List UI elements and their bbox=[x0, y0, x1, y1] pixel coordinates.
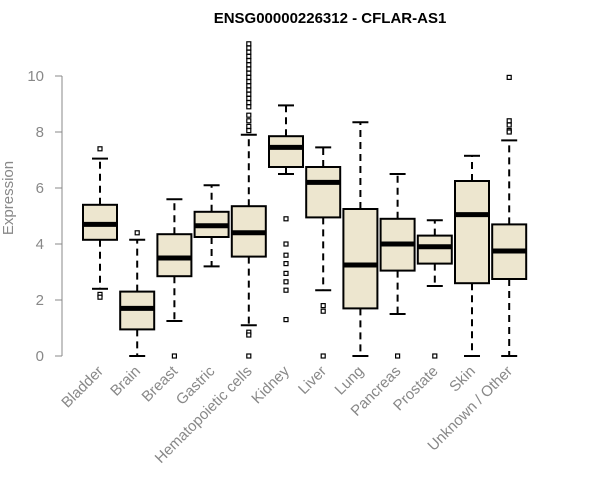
outlier-point bbox=[320, 353, 326, 359]
category-label: Bladder bbox=[58, 363, 107, 412]
box-iqr bbox=[305, 166, 342, 219]
y-axis-label: Expression bbox=[0, 161, 17, 235]
outlier-point bbox=[283, 270, 289, 276]
outlier-point bbox=[246, 53, 252, 60]
outlier-point bbox=[246, 62, 252, 68]
box-series bbox=[82, 41, 528, 359]
box-iqr bbox=[416, 234, 453, 265]
y-tick-label: 10 bbox=[27, 68, 44, 85]
outlier-point bbox=[171, 353, 177, 359]
outlier-point bbox=[246, 332, 252, 338]
outlier-point bbox=[134, 230, 140, 236]
y-tick-label: 4 bbox=[36, 236, 44, 253]
outlier-point bbox=[283, 252, 289, 258]
box-group bbox=[119, 230, 156, 357]
outlier-point bbox=[246, 353, 252, 359]
outlier-point bbox=[246, 95, 252, 102]
y-tick-label: 8 bbox=[36, 124, 44, 141]
outlier-point bbox=[506, 122, 512, 128]
category-label: Liver bbox=[295, 363, 330, 398]
outlier-point bbox=[506, 129, 512, 135]
category-label: Kidney bbox=[248, 362, 293, 407]
outlier-point bbox=[246, 91, 252, 97]
box-iqr bbox=[454, 180, 490, 285]
y-axis: 0 2 4 6 8 10 bbox=[27, 68, 63, 365]
outlier-point bbox=[283, 216, 289, 222]
category-label: Skin bbox=[446, 363, 479, 396]
box-group bbox=[342, 121, 379, 357]
box-group bbox=[416, 219, 453, 359]
outlier-point bbox=[97, 294, 103, 300]
outlier-point bbox=[97, 146, 103, 152]
box-group bbox=[305, 146, 342, 359]
outlier-point bbox=[283, 261, 289, 267]
outlier-point bbox=[246, 128, 252, 134]
outlier-point bbox=[246, 99, 252, 106]
outlier-point bbox=[320, 308, 326, 314]
outlier-point bbox=[246, 87, 252, 93]
outlier-point bbox=[246, 49, 252, 55]
box-group bbox=[491, 74, 528, 357]
outlier-point bbox=[246, 70, 252, 76]
box-group bbox=[230, 41, 267, 359]
y-tick-label: 0 bbox=[36, 348, 44, 365]
outlier-point bbox=[246, 83, 252, 89]
outlier-point bbox=[283, 241, 289, 247]
outlier-point bbox=[283, 287, 289, 293]
box-group bbox=[82, 146, 118, 300]
y-tick-label: 2 bbox=[36, 292, 44, 309]
outlier-point bbox=[246, 104, 252, 110]
box-group bbox=[193, 184, 230, 268]
outlier-point bbox=[283, 279, 289, 285]
box-iqr bbox=[156, 233, 193, 278]
outlier-point bbox=[320, 303, 326, 309]
outlier-point bbox=[283, 317, 289, 323]
box-iqr bbox=[268, 135, 304, 168]
outlier-point bbox=[432, 353, 438, 359]
outlier-point bbox=[246, 45, 252, 51]
box-group bbox=[454, 154, 490, 357]
outlier-point bbox=[506, 74, 512, 81]
outlier-point bbox=[246, 112, 252, 118]
chart-title: ENSG00000226312 - CFLAR-AS1 bbox=[214, 10, 447, 27]
box-group bbox=[379, 173, 416, 359]
outlier-point bbox=[506, 118, 512, 124]
outlier-point bbox=[246, 123, 252, 130]
box-iqr bbox=[342, 208, 379, 310]
outlier-point bbox=[246, 74, 252, 81]
outlier-point bbox=[246, 78, 252, 85]
outlier-point bbox=[395, 353, 401, 359]
outlier-point bbox=[246, 66, 252, 72]
y-tick-label: 6 bbox=[36, 180, 44, 197]
outlier-point bbox=[246, 57, 252, 64]
outlier-point bbox=[246, 118, 252, 124]
outlier-point bbox=[246, 41, 252, 47]
box-group bbox=[268, 104, 304, 323]
box-group bbox=[156, 198, 193, 359]
